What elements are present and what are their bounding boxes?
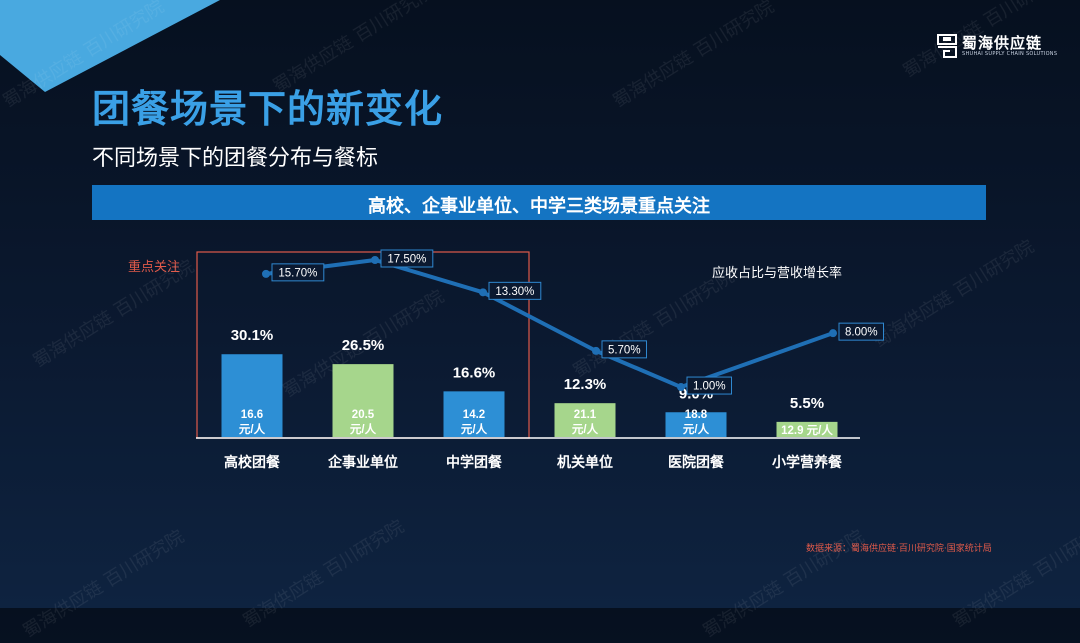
category-label: 企事业单位 <box>327 454 398 470</box>
meal-standard-value: 21.1 <box>574 409 597 421</box>
growth-value-label: 13.30% <box>495 286 534 298</box>
meal-standard-value: 20.5 <box>352 409 375 421</box>
meal-standard-unit: 元/人 <box>572 422 599 436</box>
bar-2 <box>332 364 394 437</box>
growth-point <box>677 383 685 392</box>
growth-label-box <box>271 263 325 282</box>
bar-4 <box>554 403 616 437</box>
meal-standard-value: 14.2 <box>463 409 485 421</box>
line-legend-label: 应收占比与营收增长率 <box>712 266 843 281</box>
growth-value-label: 5.70% <box>608 344 641 356</box>
brand-icon <box>937 34 957 58</box>
highlight-label: 重点关注 <box>128 260 181 275</box>
growth-value-label: 1.00% <box>693 381 726 393</box>
growth-value-label: 17.50% <box>387 254 426 266</box>
corner-decoration <box>0 0 220 92</box>
meal-standard-label: 12.9 元/人 <box>781 423 833 437</box>
growth-point <box>479 288 487 297</box>
bar-value-label: 5.5% <box>790 395 824 412</box>
bar-value-label: 30.1% <box>231 327 274 344</box>
bar-3 <box>443 391 505 437</box>
growth-point <box>371 256 379 264</box>
meal-standard-value: 16.6 <box>241 409 263 421</box>
page-title: 团餐场景下的新变化 <box>92 87 444 131</box>
growth-value-label: 8.00% <box>845 327 878 339</box>
source-note: 数据来源：蜀海供应链·百川研究院·国家统计局 <box>806 544 992 554</box>
bar-6 <box>776 421 838 437</box>
chart: 30.1%16.6元/人高校团餐26.5%20.5元/人企事业单位16.6%14… <box>196 249 884 470</box>
meal-standard-unit: 元/人 <box>350 422 377 436</box>
category-label: 高校团餐 <box>224 454 281 470</box>
meal-standard-value: 18.8 <box>685 409 708 421</box>
category-label: 机关单位 <box>557 454 613 470</box>
growth-label-box <box>488 281 542 300</box>
section-banner: 高校、企事业单位、中学三类场景重点关注 <box>92 185 986 220</box>
bar-value-label: 16.6% <box>453 364 496 381</box>
meal-standard-unit: 元/人 <box>461 422 488 436</box>
growth-label-box <box>380 249 434 268</box>
bar-value-label: 12.3% <box>564 376 607 393</box>
brand-name: 蜀海供应链 <box>962 34 1043 52</box>
bar-5 <box>665 412 727 437</box>
bar-1 <box>221 354 283 437</box>
category-label: 小学营养餐 <box>772 454 843 470</box>
growth-label-box <box>601 340 647 359</box>
growth-label-box <box>686 376 732 395</box>
banner-text: 高校、企事业单位、中学三类场景重点关注 <box>368 196 710 217</box>
brand-subtitle: SHUHAI SUPPLY CHAIN SOLUTIONS <box>962 51 1058 57</box>
brand-logo: 蜀海供应链 SHUHAI SUPPLY CHAIN SOLUTIONS <box>936 32 1057 62</box>
growth-label-box <box>838 322 884 341</box>
category-label: 中学团餐 <box>446 454 503 470</box>
growth-point <box>592 346 600 355</box>
meal-standard-unit: 元/人 <box>683 422 710 436</box>
bar-value-label: 26.5% <box>342 337 385 354</box>
growth-point <box>262 269 270 278</box>
page-subtitle: 不同场景下的团餐分布与餐标 <box>92 146 379 171</box>
growth-point <box>829 329 837 338</box>
growth-value-label: 15.70% <box>278 267 317 279</box>
meal-standard-unit: 元/人 <box>239 422 266 436</box>
category-label: 医院团餐 <box>668 454 725 470</box>
